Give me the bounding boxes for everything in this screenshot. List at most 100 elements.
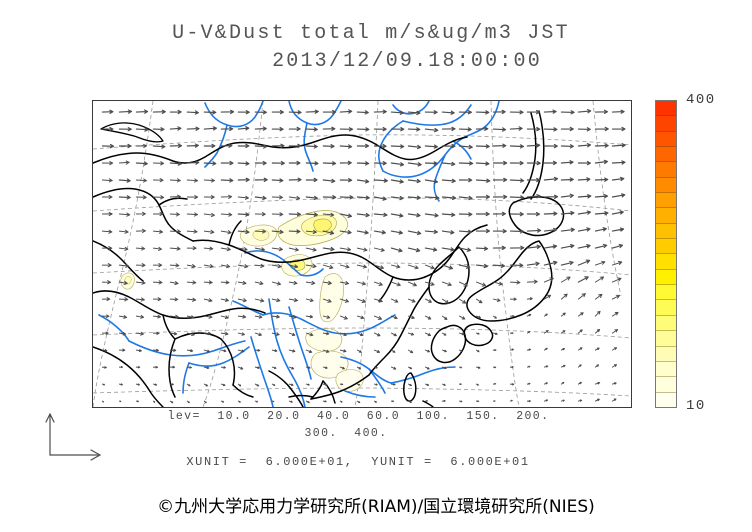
wind-vector-arrow — [186, 110, 199, 115]
wind-vector-arrow — [611, 227, 625, 232]
wind-vector-arrow — [594, 159, 608, 165]
wind-vector-arrow — [492, 245, 506, 251]
wind-vector-arrow — [390, 315, 398, 320]
wind-vector-arrow — [390, 110, 404, 115]
wind-vector-arrow — [271, 366, 277, 369]
wind-vector-arrow — [560, 126, 574, 132]
wind-vector-arrow — [611, 126, 626, 132]
wind-vector-arrow — [475, 194, 491, 200]
wind-vector-arrow — [594, 143, 609, 148]
wind-vector-arrow — [407, 127, 421, 132]
wind-vector-arrow — [101, 280, 112, 285]
wind-vector-arrow — [560, 348, 565, 351]
wind-vector-arrow — [577, 177, 591, 182]
wind-vector-arrow — [526, 313, 532, 317]
wind-vector-arrow — [492, 382, 497, 385]
coastline-borders — [93, 110, 565, 407]
wind-vector-arrow — [526, 279, 538, 284]
wind-vector-arrow — [407, 110, 421, 116]
map-canvas — [93, 101, 631, 407]
wind-vector-arrow — [611, 347, 618, 351]
wind-vector-arrow — [526, 211, 541, 217]
wind-vector-arrow — [356, 400, 361, 404]
wind-vector-arrow — [169, 194, 181, 199]
wind-vector-arrow — [220, 194, 233, 199]
wind-vector-arrow — [526, 297, 533, 301]
wind-vector-arrow — [441, 143, 456, 149]
wind-vector-arrow — [407, 144, 422, 150]
wind-vector-arrow — [492, 143, 507, 148]
wind-vector-arrow — [237, 247, 248, 252]
colorbar-band — [656, 315, 676, 332]
colorbar[interactable] — [655, 100, 677, 408]
wind-vector-arrow — [526, 194, 541, 199]
wind-vector-arrow — [322, 195, 337, 200]
wind-vector-arrow — [441, 298, 449, 304]
map-plot-area[interactable] — [92, 100, 632, 408]
wind-vector-arrow — [475, 332, 480, 335]
wind-vector-arrow — [254, 144, 268, 149]
wind-vector-arrow — [101, 109, 114, 114]
colorbar-band — [656, 300, 676, 316]
wind-vector-arrow — [288, 177, 302, 182]
wind-vector-arrow — [458, 127, 472, 132]
wind-vector-arrow — [339, 298, 349, 303]
wind-vector-arrow — [186, 229, 198, 234]
wind-vector-arrow — [220, 126, 234, 132]
wind-vector-arrow — [594, 381, 601, 385]
wind-vector-arrow — [611, 210, 624, 215]
wind-vector-arrow — [526, 160, 541, 166]
wind-vector-arrow — [373, 366, 378, 369]
wind-vector-arrow — [509, 297, 517, 301]
wind-vector-arrow — [526, 126, 541, 132]
wind-vector-arrow — [186, 143, 199, 148]
wind-vector-arrow — [237, 400, 241, 403]
wind-vector-arrow — [237, 264, 249, 269]
wind-vector-arrow — [254, 349, 261, 352]
wind-vector-arrow — [458, 298, 467, 304]
wind-vector-arrow — [254, 177, 268, 182]
wind-vector-arrow — [373, 143, 387, 149]
wind-vector-arrow — [458, 383, 462, 386]
wind-vector-arrow — [152, 348, 159, 352]
wind-vector-arrow — [373, 161, 387, 166]
wind-vector-arrow — [118, 400, 122, 403]
wind-vector-arrow — [118, 212, 131, 217]
wind-vector-arrow — [101, 349, 108, 352]
wind-vector-arrow — [560, 244, 575, 249]
wind-vector-arrow — [135, 263, 146, 268]
wind-vector-arrow — [611, 260, 623, 266]
wind-vector-arrow — [475, 144, 490, 149]
wind-vector-arrow — [390, 195, 404, 201]
wind-vector-arrow — [424, 213, 439, 218]
wind-vector-arrow — [152, 263, 163, 268]
wind-vector-arrow — [169, 263, 180, 268]
colorbar-band — [656, 131, 676, 148]
wind-vector-arrow — [135, 331, 144, 336]
wind-vector-arrow — [254, 195, 267, 201]
wind-vector-arrow — [339, 332, 347, 337]
wind-vector-arrow — [475, 110, 490, 115]
wind-vector-arrow — [373, 400, 377, 403]
wind-vector-arrow — [475, 349, 480, 353]
wind-vector-arrow — [441, 126, 456, 132]
wind-vector-arrow — [356, 161, 370, 166]
wind-vector-arrow — [492, 400, 496, 402]
colorbar-min-label: 10 — [686, 398, 706, 414]
wind-vector-arrow — [101, 366, 107, 369]
wind-vector-arrow — [339, 247, 352, 252]
wind-vector-arrow — [390, 127, 405, 132]
wind-vector-arrow — [237, 212, 250, 217]
wind-vector-arrow — [594, 310, 601, 317]
wind-vector-arrow — [169, 297, 179, 302]
wind-vector-arrow — [169, 331, 178, 336]
wind-vector-arrow — [186, 195, 199, 200]
wind-vector-arrow — [135, 349, 142, 353]
wind-vector-arrow — [611, 311, 619, 317]
wind-vector-arrow — [475, 298, 483, 304]
wind-vector-arrow — [509, 126, 523, 131]
wind-vector-arrow — [203, 264, 214, 269]
wind-vector-arrow — [458, 315, 466, 320]
wind-vector-arrow — [237, 383, 242, 387]
wind-vector-arrow — [101, 383, 106, 386]
